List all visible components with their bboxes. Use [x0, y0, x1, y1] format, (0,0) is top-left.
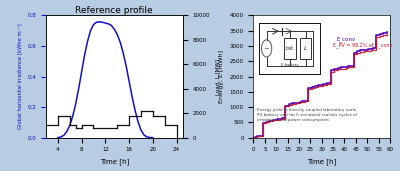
Y-axis label: Load, L [MW]: Load, L [MW]	[215, 58, 220, 95]
Y-axis label: Energy, E [mWh]: Energy, E [mWh]	[219, 50, 224, 103]
Title: Reference profile: Reference profile	[76, 6, 153, 15]
Text: Energy yield in directly coupled laboratory scale
PV-battery unit for 6 simulate: Energy yield in directly coupled laborat…	[257, 108, 357, 122]
Text: E_conv: E_conv	[336, 36, 356, 42]
Text: E_PV = 98.2% of E_conv: E_PV = 98.2% of E_conv	[333, 42, 392, 48]
Y-axis label: Global horizontal irradiance [kWhe m⁻²]: Global horizontal irradiance [kWhe m⁻²]	[17, 24, 22, 129]
X-axis label: Time [h]: Time [h]	[307, 158, 336, 165]
X-axis label: Time [h]: Time [h]	[100, 158, 129, 165]
